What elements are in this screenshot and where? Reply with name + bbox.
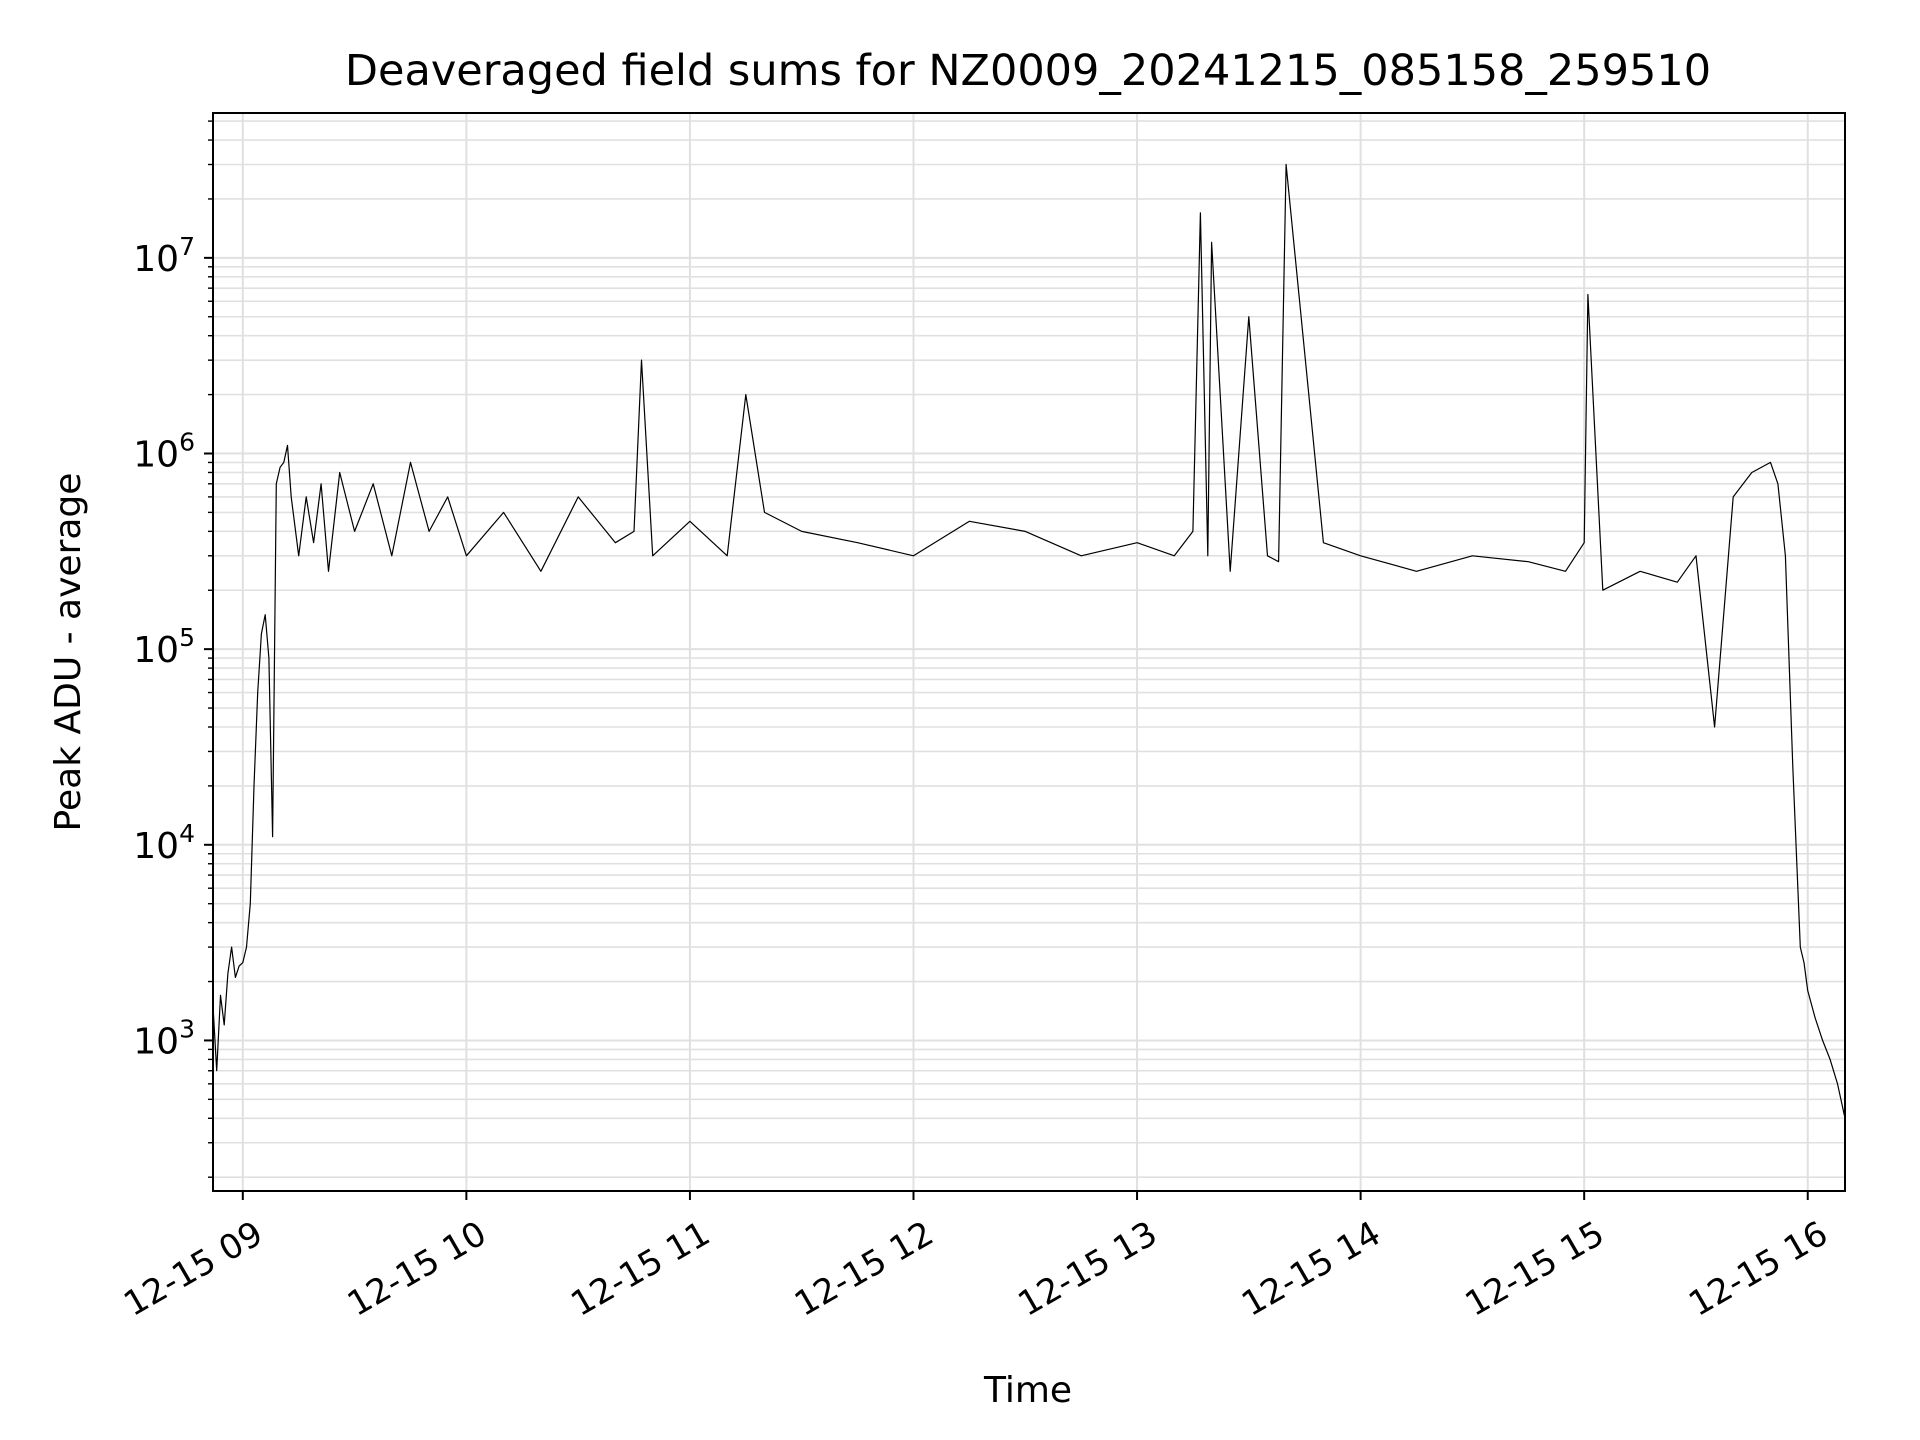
y-axis-label: Peak ADU - average [48, 473, 89, 832]
x-axis-label: Time [983, 1370, 1072, 1411]
chart-title: Deaveraged field sums for NZ0009_2024121… [345, 46, 1711, 96]
y-tick-label: 103 [133, 1014, 195, 1062]
y-tick-label: 107 [133, 232, 195, 280]
grid [213, 113, 1845, 1191]
series-line-0 [212, 163, 1846, 1119]
y-axis: 103 104 105 106 107 [133, 120, 213, 1178]
y-tick-label: 104 [133, 819, 195, 867]
y-tick-label: 106 [133, 427, 195, 475]
plot-lines [212, 163, 1846, 1119]
plot-frame [212, 112, 1846, 1192]
y-tick-label: 105 [133, 623, 195, 671]
